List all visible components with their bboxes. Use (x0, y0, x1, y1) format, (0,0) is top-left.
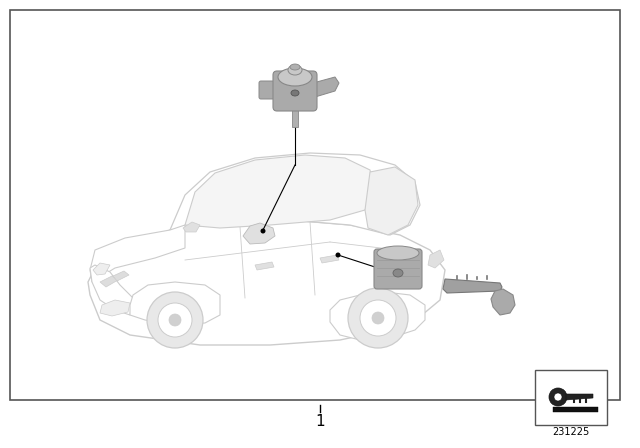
Polygon shape (443, 279, 502, 293)
Polygon shape (113, 271, 129, 281)
Ellipse shape (291, 90, 299, 96)
Polygon shape (243, 223, 275, 244)
Polygon shape (183, 222, 200, 232)
Ellipse shape (393, 269, 403, 277)
Circle shape (158, 303, 192, 337)
Circle shape (335, 253, 340, 258)
Polygon shape (428, 250, 444, 268)
Text: 1: 1 (315, 414, 325, 430)
Polygon shape (320, 255, 339, 263)
FancyBboxPatch shape (259, 81, 281, 99)
Polygon shape (90, 265, 133, 315)
Circle shape (169, 314, 181, 326)
Ellipse shape (288, 65, 302, 75)
Polygon shape (130, 282, 220, 325)
Polygon shape (93, 263, 110, 275)
FancyBboxPatch shape (374, 249, 422, 289)
Bar (10, 10, 620, 400)
Polygon shape (88, 220, 445, 345)
Polygon shape (255, 262, 274, 270)
Bar (553, 407, 598, 412)
Polygon shape (100, 300, 130, 316)
FancyBboxPatch shape (273, 71, 317, 111)
Circle shape (348, 288, 408, 348)
Circle shape (549, 388, 567, 406)
Polygon shape (491, 289, 515, 315)
Text: 231225: 231225 (552, 427, 589, 437)
Ellipse shape (278, 68, 312, 86)
Bar (292, 105, 298, 127)
Polygon shape (566, 394, 593, 400)
Circle shape (554, 393, 562, 401)
Circle shape (260, 228, 266, 233)
Polygon shape (313, 77, 339, 97)
Polygon shape (100, 276, 118, 287)
Polygon shape (170, 153, 420, 235)
Circle shape (360, 300, 396, 336)
Polygon shape (90, 225, 185, 282)
Circle shape (372, 312, 384, 324)
Ellipse shape (290, 64, 300, 70)
Polygon shape (185, 155, 375, 228)
Circle shape (147, 292, 203, 348)
Polygon shape (365, 167, 418, 235)
Bar (535, 370, 607, 425)
Ellipse shape (377, 246, 419, 260)
Polygon shape (330, 292, 425, 340)
